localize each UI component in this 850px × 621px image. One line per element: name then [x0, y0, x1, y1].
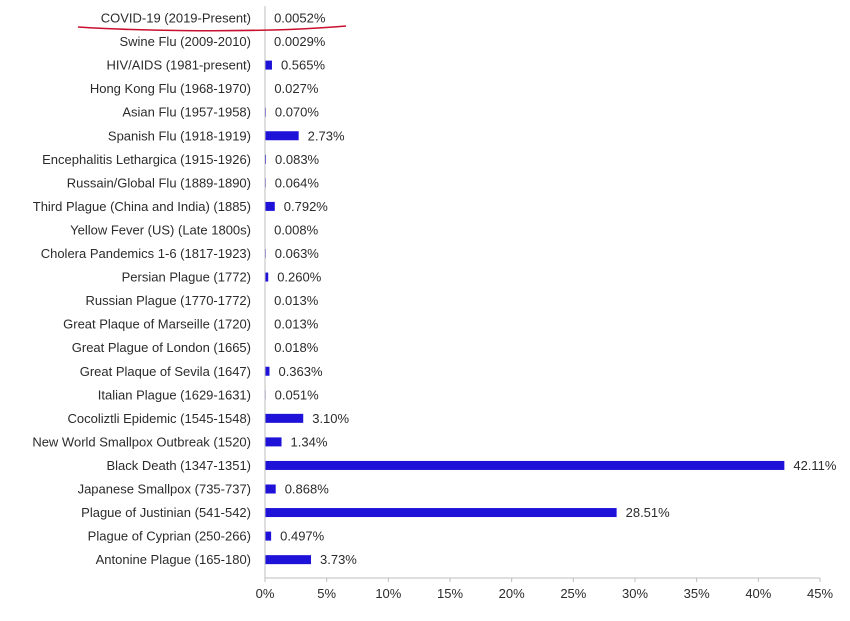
category-label: Persian Plague (1772) — [122, 270, 251, 285]
data-label: 0.008% — [274, 222, 319, 237]
x-tick-label: 15% — [437, 586, 463, 601]
category-label: Plague of Justinian (541-542) — [81, 505, 251, 520]
data-label: 0.083% — [275, 152, 320, 167]
bars — [265, 13, 785, 565]
data-label: 0.013% — [274, 317, 319, 332]
category-label: Spanish Flu (1918-1919) — [108, 128, 251, 143]
data-label: 28.51% — [626, 505, 671, 520]
bar — [265, 154, 267, 164]
category-labels: COVID-19 (2019-Present) Swine Flu (2009-2… — [32, 11, 251, 568]
x-tick-label: 20% — [499, 586, 525, 601]
bar — [265, 201, 275, 211]
data-label: 0.0052% — [274, 11, 326, 26]
data-label: 0.018% — [274, 340, 319, 355]
category-label: Plague of Cyprian (250-266) — [88, 529, 251, 544]
category-label: Swine Flu (2009-2010) — [119, 34, 251, 49]
bar — [265, 60, 272, 70]
bar — [265, 555, 312, 565]
data-label: 0.013% — [274, 293, 319, 308]
x-tick-label: 25% — [560, 586, 586, 601]
data-label: 0.070% — [275, 105, 320, 120]
bar — [265, 366, 270, 376]
category-label: Yellow Fever (US) (Late 1800s) — [70, 222, 251, 237]
data-label: 0.0029% — [274, 34, 326, 49]
data-label: 0.063% — [275, 246, 320, 261]
bar — [265, 413, 304, 423]
data-label: 0.497% — [280, 529, 325, 544]
category-label: Antonine Plague (165-180) — [96, 552, 251, 567]
value-labels: 0.0052% 0.0029% 0.565% 0.027% 0.070% 2.73% 0.0… — [274, 11, 837, 568]
category-label: Encephalitis Lethargica (1915-1926) — [42, 152, 251, 167]
category-label: Italian Plague (1629-1631) — [98, 387, 251, 402]
category-label: COVID-19 (2019-Present) — [101, 11, 251, 26]
x-tick-label: 0% — [256, 586, 275, 601]
category-label: Third Plague (China and India) (1885) — [33, 199, 251, 214]
category-label: Cholera Pandemics 1-6 (1817-1923) — [41, 246, 251, 261]
data-label: 0.051% — [275, 387, 320, 402]
data-label: 0.565% — [281, 58, 326, 73]
data-label: 0.792% — [284, 199, 329, 214]
bar — [265, 484, 276, 494]
bar — [265, 508, 617, 518]
covid-highlight-underline — [77, 25, 347, 32]
bar — [265, 272, 269, 282]
category-label: HIV/AIDS (1981-present) — [106, 58, 251, 73]
x-axis-ticks: 0% 5% 10% 15% 20% 25% 30% 35% 40% 45% — [256, 578, 833, 601]
bar — [265, 437, 282, 447]
bar — [265, 531, 272, 541]
data-label: 0.064% — [275, 175, 320, 190]
x-tick-label: 35% — [684, 586, 710, 601]
category-label: Hong Kong Flu (1968-1970) — [90, 81, 251, 96]
category-label: Great Plague of London (1665) — [72, 340, 251, 355]
x-tick-label: 45% — [807, 586, 833, 601]
x-tick-label: 5% — [317, 586, 336, 601]
data-label: 3.73% — [320, 552, 357, 567]
category-label: Black Death (1347-1351) — [106, 458, 251, 473]
data-label: 0.260% — [277, 270, 322, 285]
category-label: New World Smallpox Outbreak (1520) — [32, 434, 251, 449]
category-label: Asian Flu (1957-1958) — [122, 105, 251, 120]
x-tick-label: 30% — [622, 586, 648, 601]
data-label: 0.868% — [285, 482, 330, 497]
x-tick-label: 40% — [745, 586, 771, 601]
category-label: Russain/Global Flu (1889-1890) — [67, 175, 251, 190]
data-label: 0.027% — [274, 81, 319, 96]
data-label: 42.11% — [793, 458, 837, 473]
bar — [265, 131, 299, 141]
x-tick-label: 10% — [375, 586, 401, 601]
category-label: Cocoliztli Epidemic (1545-1548) — [67, 411, 251, 426]
data-label: 2.73% — [308, 128, 345, 143]
data-label: 3.10% — [312, 411, 349, 426]
bar — [265, 460, 785, 470]
category-label: Japanese Smallpox (735-737) — [78, 482, 251, 497]
data-label: 1.34% — [291, 434, 328, 449]
category-label: Great Plaque of Sevila (1647) — [80, 364, 251, 379]
category-label: Great Plaque of Marseille (1720) — [63, 317, 251, 332]
data-label: 0.363% — [278, 364, 323, 379]
category-label: Russian Plague (1770-1772) — [86, 293, 252, 308]
